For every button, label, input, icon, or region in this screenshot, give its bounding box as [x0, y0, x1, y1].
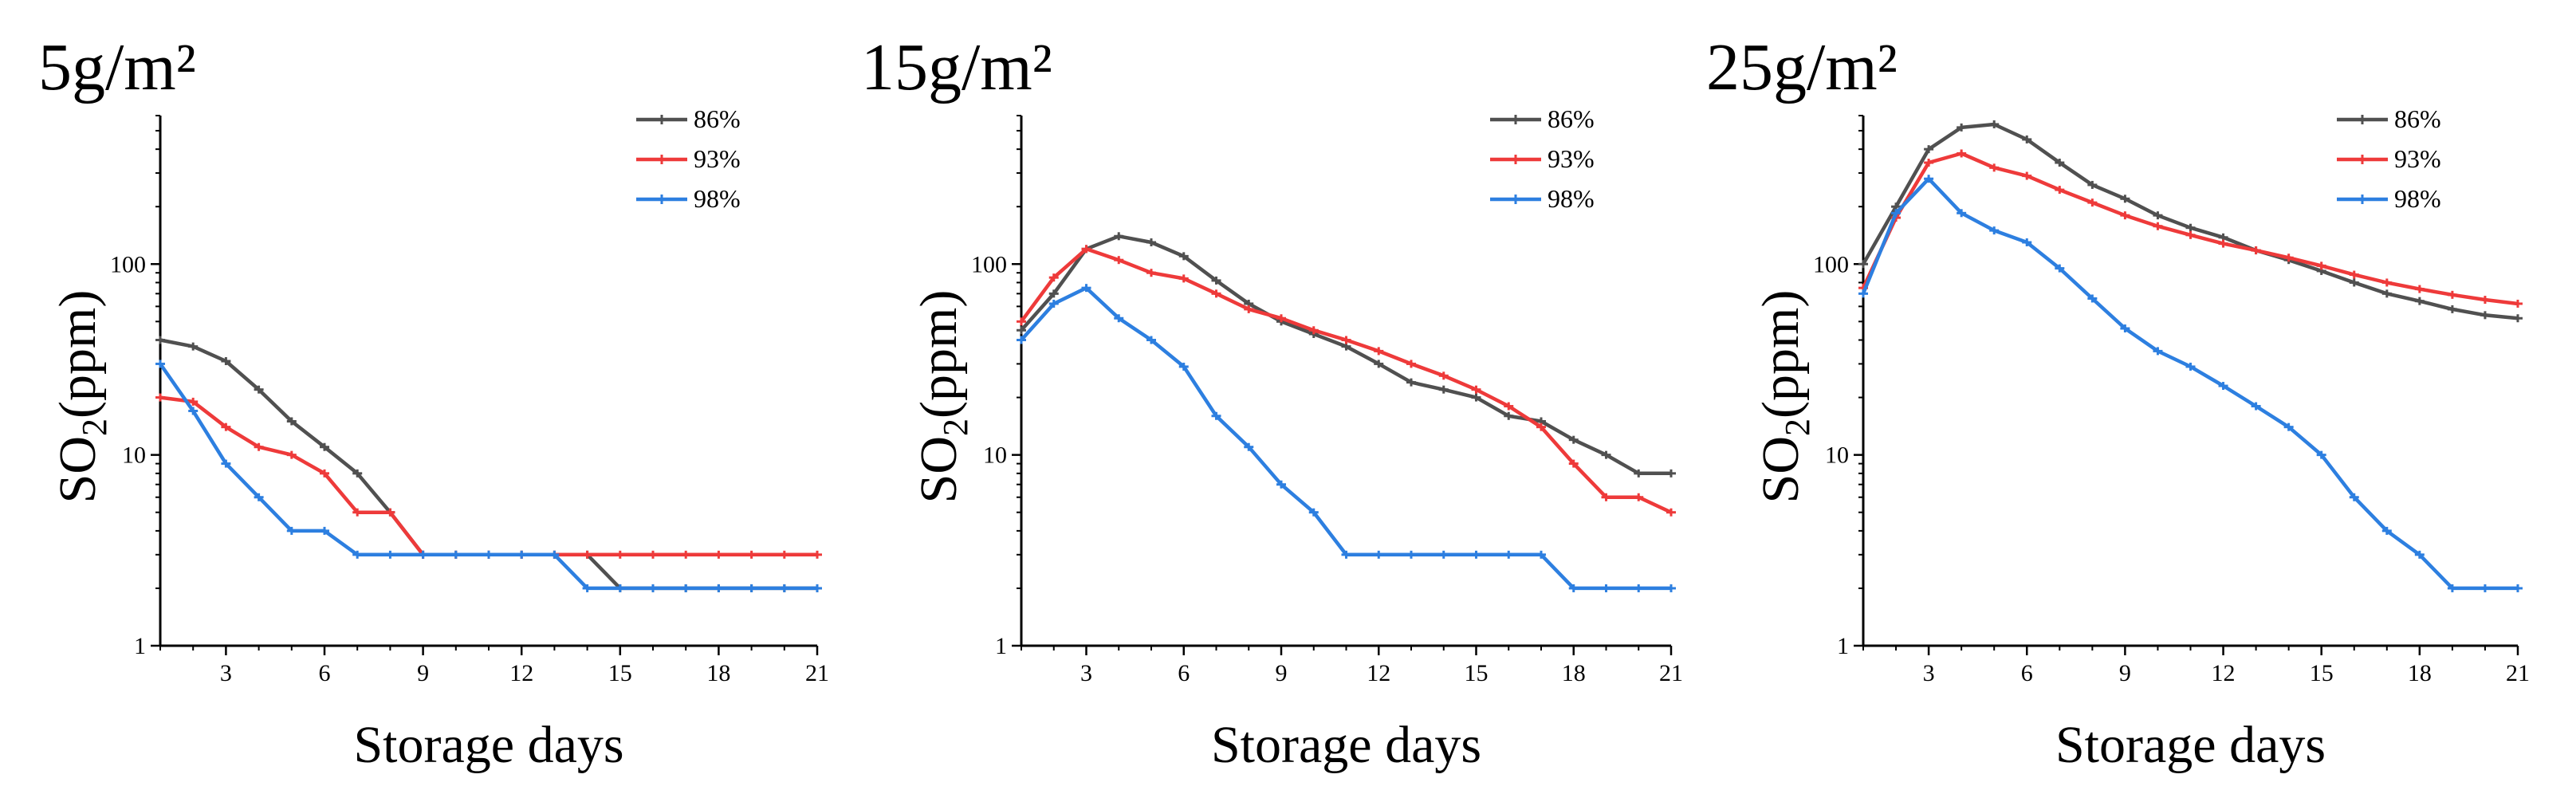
x-tick-label: 12: [2212, 660, 2236, 686]
series-line: [1020, 247, 1672, 514]
legend-label: 98%: [2394, 184, 2441, 213]
y-axis-label-subscript: 2: [1778, 419, 1817, 436]
x-tick-label: 12: [1367, 660, 1390, 686]
x-tick-label: 21: [2506, 660, 2530, 686]
series-93%: [1858, 149, 2523, 308]
y-axis-label: SO2(ppm): [1752, 290, 1817, 504]
chart-panel-2: 15g/m² 1 10 100 3 6 9 12 15 18 21 Storage days SO2(p…: [861, 30, 1683, 774]
series-98%: [1858, 175, 2523, 592]
y-axis-label: SO2(ppm): [910, 290, 975, 504]
x-tick-label: 15: [2310, 660, 2334, 686]
legend-label: 93%: [694, 144, 741, 173]
x-tick-label: 15: [608, 660, 632, 686]
y-axis-label-main: SO: [910, 436, 968, 503]
x-tick-label: 18: [706, 660, 730, 686]
series-93%: [155, 393, 822, 559]
y-axis-label-main: SO: [49, 436, 107, 503]
chart-title: 5g/m²: [38, 30, 196, 104]
series-93%: [1017, 245, 1676, 517]
x-tick-label: 21: [1659, 660, 1683, 686]
series-line: [1861, 176, 2518, 591]
y-tick-label: 10: [122, 442, 146, 469]
x-tick-label: 9: [417, 660, 429, 686]
legend-label: 98%: [694, 184, 741, 213]
x-tick-label: 12: [509, 660, 533, 686]
chart-title: 15g/m²: [861, 30, 1052, 104]
y-axis-label-unit: (ppm): [910, 290, 968, 419]
x-tick-label: 6: [319, 660, 331, 686]
y-tick-label: 10: [1825, 442, 1849, 469]
y-tick-label: 100: [971, 251, 1007, 277]
x-tick-label: 18: [2408, 660, 2432, 686]
y-axis-label-subscript: 2: [936, 419, 975, 436]
series-98%: [1017, 284, 1676, 592]
x-tick-label: 3: [220, 660, 232, 686]
x-tick-label: 6: [1178, 660, 1190, 686]
y-axis-label-main: SO: [1752, 436, 1810, 503]
chart-panel-3: 25g/m² 1 10 100 3 6 9 12 15 18 21 Storage days SO2(p…: [1706, 30, 2530, 774]
chart-panel-1: 5g/m² 1 10 100 3 6 9 12 15 18 21 Storage days SO2(pp…: [38, 30, 829, 774]
y-axis-label-unit: (ppm): [49, 290, 107, 419]
series-86%: [1017, 232, 1676, 478]
x-tick-label: 18: [1562, 660, 1586, 686]
x-tick-label: 6: [2021, 660, 2033, 686]
y-tick-label: 1: [134, 633, 146, 659]
y-axis-label: SO2(ppm): [49, 290, 114, 504]
legend-label: 86%: [2394, 104, 2441, 133]
x-tick-label: 9: [1276, 660, 1288, 686]
x-axis-label: Storage days: [353, 716, 623, 774]
series-98%: [155, 360, 822, 592]
legend-label: 86%: [694, 104, 741, 133]
x-axis-label: Storage days: [2055, 716, 2326, 774]
y-axis-label-unit: (ppm): [1752, 290, 1810, 419]
x-axis-label: Storage days: [1211, 716, 1481, 774]
x-tick-label: 21: [805, 660, 829, 686]
x-tick-label: 3: [1080, 660, 1092, 686]
legend-label: 86%: [1548, 104, 1595, 133]
y-tick-label: 100: [110, 251, 146, 277]
legend-label: 93%: [1548, 144, 1595, 173]
x-tick-label: 3: [1923, 660, 1935, 686]
y-tick-label: 10: [983, 442, 1007, 469]
chart-title: 25g/m²: [1706, 30, 1898, 104]
legend-label: 98%: [1548, 184, 1595, 213]
x-tick-label: 15: [1465, 660, 1489, 686]
y-tick-label: 1: [995, 633, 1007, 659]
y-tick-label: 100: [1813, 251, 1849, 277]
y-axis-label-subscript: 2: [75, 419, 114, 436]
series-line: [159, 395, 817, 557]
legend-label: 93%: [2394, 144, 2441, 173]
x-tick-label: 9: [2119, 660, 2131, 686]
y-tick-label: 1: [1837, 633, 1849, 659]
